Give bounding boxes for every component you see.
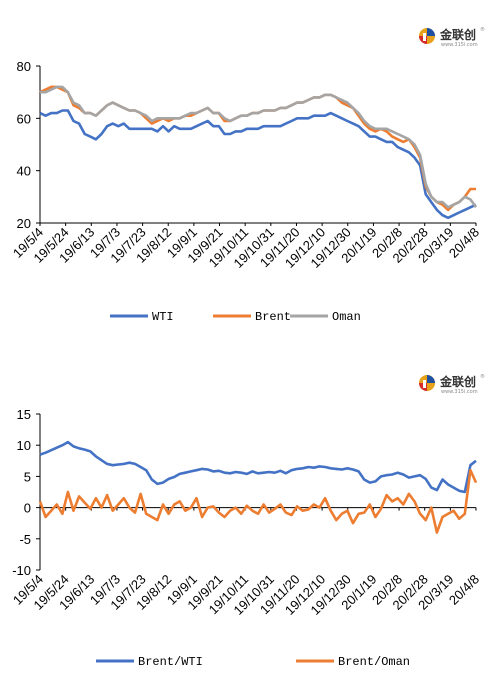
brand-logo-registered-mark: ® xyxy=(480,26,485,33)
legend-item: Brent/Oman xyxy=(296,655,410,669)
series-line-brent-wti xyxy=(39,440,477,494)
series-line-oman xyxy=(40,85,478,209)
legend-label: Brent/WTI xyxy=(138,655,203,669)
y-tick-label: 80 xyxy=(17,59,31,74)
series-line-wti xyxy=(39,109,477,220)
y-tick-label: -10 xyxy=(12,563,31,578)
brand-logo-url: www.315i.com xyxy=(441,42,478,48)
y-tick-label: 0 xyxy=(24,501,31,516)
y-tick-label: 20 xyxy=(17,216,31,231)
spread-chart: -10-505101519/5/419/5/2419/6/1319/7/319/… xyxy=(10,407,482,669)
y-tick-label: 10 xyxy=(17,438,31,453)
legend-item: Brent/WTI xyxy=(96,655,203,669)
price-chart: 2040608019/5/419/5/2419/6/1319/7/319/7/2… xyxy=(10,59,482,324)
legend-label: WTI xyxy=(152,310,174,324)
brand-logo-icon xyxy=(419,28,435,44)
y-tick-label: -5 xyxy=(19,532,31,547)
y-tick-label: 60 xyxy=(17,111,31,126)
y-tick-label: 15 xyxy=(17,407,31,422)
brand-logo-icon xyxy=(419,375,435,391)
series-line-brent-oman xyxy=(38,468,478,534)
brand-logo-text: 金联创 xyxy=(439,374,476,389)
brand-logo-registered-mark: ® xyxy=(480,373,485,380)
legend-label: Brent xyxy=(255,310,291,324)
x-tick-label: 20/4/8 xyxy=(446,572,482,608)
legend-label: Oman xyxy=(332,310,361,324)
x-tick-label: 20/4/8 xyxy=(446,225,482,261)
legend-label: Brent/Oman xyxy=(338,655,410,669)
brand-logo-url: www.315i.com xyxy=(441,389,478,395)
brand-logo: 金联创 www.315i.com ® xyxy=(419,373,485,395)
legend-item: Brent xyxy=(213,310,291,324)
brand-logo-text: 金联创 xyxy=(439,27,476,42)
y-tick-label: 5 xyxy=(24,469,31,484)
legend-item: Oman xyxy=(290,310,361,324)
brand-logo: 金联创 www.315i.com ® xyxy=(419,26,485,48)
y-tick-label: 40 xyxy=(17,164,31,179)
legend-item: WTI xyxy=(110,310,174,324)
